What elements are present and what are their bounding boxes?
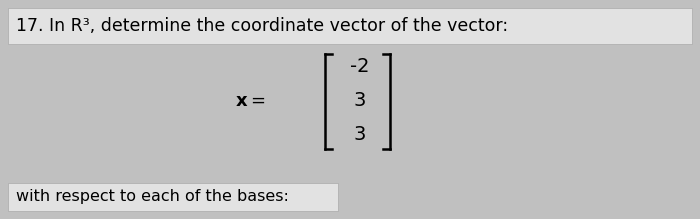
Bar bbox=[8, 183, 338, 211]
Text: 3: 3 bbox=[354, 125, 366, 145]
Bar bbox=[8, 8, 692, 44]
Text: 17. In R³, determine the coordinate vector of the vector:: 17. In R³, determine the coordinate vect… bbox=[16, 17, 508, 35]
Text: -2: -2 bbox=[350, 58, 370, 76]
Text: with respect to each of the bases:: with respect to each of the bases: bbox=[16, 189, 289, 205]
Text: $\mathbf{x} =$: $\mathbf{x} =$ bbox=[234, 92, 265, 110]
Text: 3: 3 bbox=[354, 92, 366, 111]
